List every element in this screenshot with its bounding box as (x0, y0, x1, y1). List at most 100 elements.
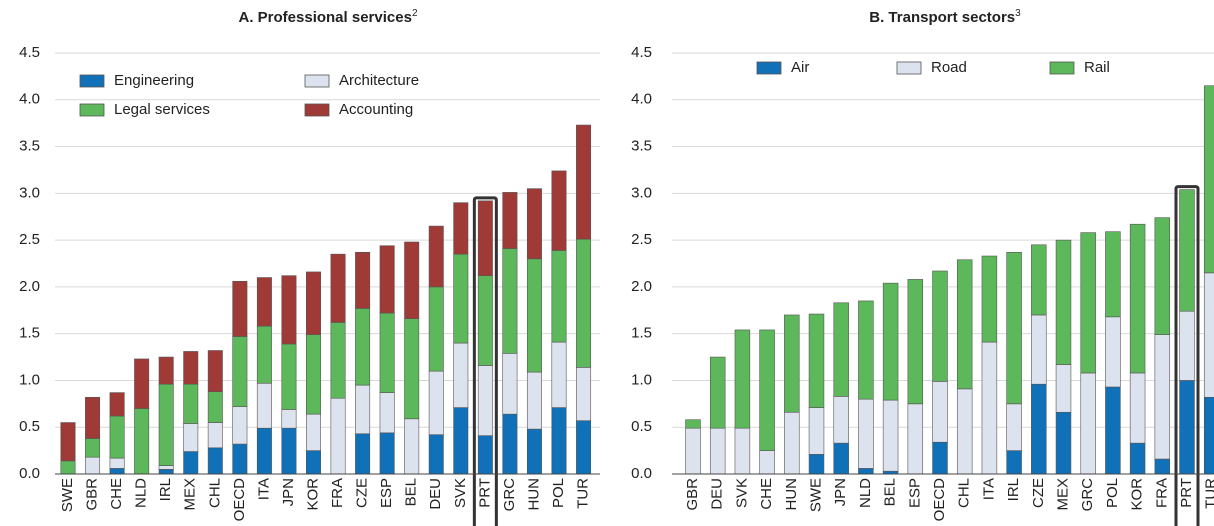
bar-segment (784, 411, 800, 475)
x-tick-label: GRC (501, 478, 518, 512)
bar-segment (956, 388, 973, 475)
x-tick-label: IRL (157, 478, 174, 501)
bar-segment (759, 329, 775, 451)
x-tick-label: CHL (956, 478, 973, 508)
bar-segment (281, 275, 297, 345)
title-text: A. Professional services (239, 9, 412, 26)
y-tick-label: 4.5 (631, 44, 652, 61)
bar-segment (1154, 458, 1171, 475)
legend-label: Rail (1084, 59, 1110, 76)
bar-segment (1154, 217, 1171, 335)
bar-segment (858, 398, 874, 469)
bar-segment (85, 396, 101, 439)
legend-label: Architecture (339, 72, 419, 89)
bar-segment (907, 403, 924, 475)
bar-segment (502, 353, 518, 415)
bar-segment (183, 351, 199, 385)
x-tick-label: ITA (255, 478, 272, 500)
bar-segment (428, 286, 444, 372)
bar-segment (1154, 334, 1171, 460)
x-tick-label: SVK (733, 478, 750, 508)
bar-segment (379, 245, 395, 314)
x-tick-label: CHE (108, 478, 125, 510)
bar-segment (1055, 411, 1072, 475)
bar-segment (256, 382, 272, 429)
x-tick-label: OECD (931, 478, 948, 522)
chart-title: A. Professional services2 (239, 8, 418, 26)
bar-segment (330, 253, 346, 323)
y-tick-label: 0.0 (631, 465, 652, 482)
bar-segment (404, 418, 420, 475)
x-tick-label: HUN (525, 478, 542, 511)
bar-segment (477, 200, 493, 276)
title-superscript: 2 (412, 8, 418, 19)
bar-segment (907, 279, 924, 405)
bar-segment (1129, 223, 1146, 374)
bar-segment (1006, 251, 1022, 405)
bar-segment (1031, 244, 1047, 316)
bar-segment (734, 427, 751, 475)
bar-segment (932, 381, 948, 443)
bar-segment (1105, 231, 1121, 318)
bar-segment (1179, 310, 1195, 381)
bar-segment (207, 391, 223, 423)
chart-title: B. Transport sectors3 (869, 8, 1021, 26)
bar-segment (232, 406, 248, 445)
bar-segment (183, 383, 199, 424)
x-tick-label: JPN (832, 478, 849, 506)
bar-segment (330, 322, 346, 399)
x-tick-label: SWE (59, 478, 76, 512)
bar-segment (1080, 372, 1096, 475)
bar-segment (379, 392, 395, 434)
bar-segment (183, 451, 199, 475)
y-tick-label: 3.0 (631, 184, 652, 201)
bar-segment (956, 259, 973, 390)
y-tick-label: 0.5 (631, 418, 652, 435)
bar-segment (232, 280, 248, 337)
bar-segment (207, 350, 223, 392)
bar-segment (576, 238, 592, 368)
y-tick-label: 1.5 (631, 325, 652, 342)
x-tick-label: GBR (84, 478, 101, 511)
x-tick-label: MEX (182, 478, 199, 511)
bar-segment (734, 329, 751, 429)
bar-segment (453, 342, 469, 408)
x-tick-label: HUN (783, 478, 800, 511)
x-tick-label: GRC (1079, 478, 1096, 512)
bar-segment (502, 248, 518, 354)
bar-segment (477, 435, 493, 475)
bar-segment (281, 343, 297, 410)
y-tick-label: 2.0 (19, 278, 40, 295)
x-tick-label: ESP (906, 478, 923, 508)
bar-segment (404, 318, 420, 420)
highlight-box (1174, 185, 1200, 526)
bar-segment (526, 188, 542, 260)
y-tick-label: 1.5 (19, 325, 40, 342)
bar-segment (576, 367, 592, 421)
bar-segment (1031, 383, 1047, 475)
y-tick-label: 0.5 (19, 418, 40, 435)
x-tick-label: KOR (304, 478, 321, 511)
bar-segment (232, 443, 248, 475)
bar-segment (355, 433, 371, 475)
legend-label: Accounting (339, 101, 413, 118)
bar-segment (355, 251, 371, 309)
bar-segment (784, 314, 800, 413)
legend-label: Air (791, 59, 809, 76)
bar-segment (158, 383, 174, 466)
x-tick-label: ESP (378, 478, 395, 508)
y-tick-label: 3.5 (631, 138, 652, 155)
bar-segment (477, 365, 493, 436)
y-tick-label: 3.0 (19, 184, 40, 201)
x-tick-label: SVK (452, 478, 469, 508)
x-tick-label: OECD (231, 478, 248, 522)
y-tick-label: 2.5 (19, 231, 40, 248)
bar-segment (256, 325, 272, 384)
bar-segment (109, 457, 125, 469)
bar-segment (379, 312, 395, 393)
legend-swatch (304, 74, 330, 88)
bar-segment (1105, 316, 1121, 388)
bar-segment (1179, 380, 1195, 475)
bar-segment (85, 438, 101, 458)
